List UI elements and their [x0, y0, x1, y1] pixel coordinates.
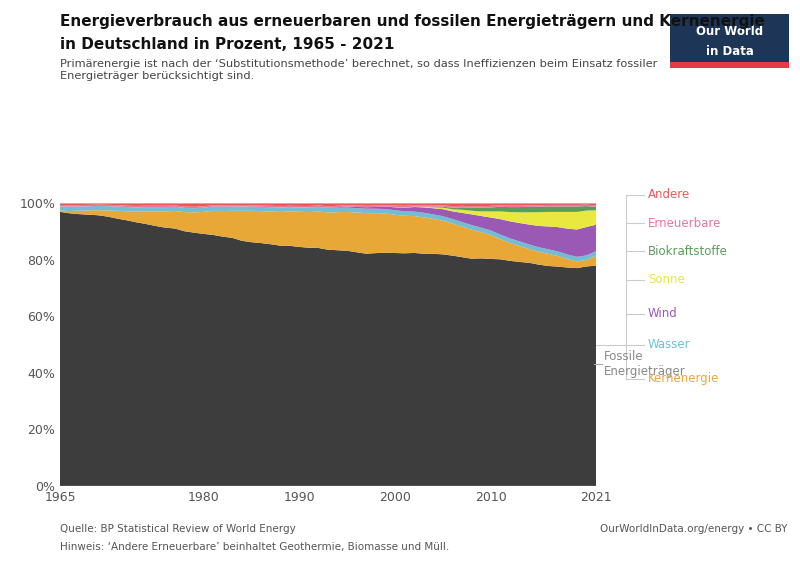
Text: Sonne: Sonne — [648, 273, 685, 286]
Text: Erneuerbare: Erneuerbare — [648, 216, 722, 230]
Text: in Data: in Data — [706, 45, 754, 58]
Text: Andere: Andere — [648, 188, 690, 202]
Text: Quelle: BP Statistical Review of World Energy: Quelle: BP Statistical Review of World E… — [60, 524, 296, 534]
Bar — [670, 63, 789, 68]
Text: Fossile
Energieträger: Fossile Energieträger — [604, 350, 686, 379]
Text: Primärenergie ist nach der ‘Substitutionsmethode’ berechnet, so dass Ineffizienz: Primärenergie ist nach der ‘Substitution… — [60, 59, 658, 81]
Text: Wind: Wind — [648, 307, 678, 320]
Text: Kernenergie: Kernenergie — [648, 372, 719, 385]
Text: Our World: Our World — [696, 25, 763, 38]
Text: Energieverbrauch aus erneuerbaren und fossilen Energieträgern und Kernenergie: Energieverbrauch aus erneuerbaren und fo… — [60, 14, 765, 29]
Text: in Deutschland in Prozent, 1965 - 2021: in Deutschland in Prozent, 1965 - 2021 — [60, 37, 394, 52]
Text: Hinweis: ‘Andere Erneuerbare’ beinhaltet Geothermie, Biomasse und Müll.: Hinweis: ‘Andere Erneuerbare’ beinhaltet… — [60, 542, 450, 553]
Text: Wasser: Wasser — [648, 338, 690, 351]
Text: OurWorldInData.org/energy • CC BY: OurWorldInData.org/energy • CC BY — [601, 524, 788, 534]
Text: Biokraftstoffe: Biokraftstoffe — [648, 245, 728, 258]
